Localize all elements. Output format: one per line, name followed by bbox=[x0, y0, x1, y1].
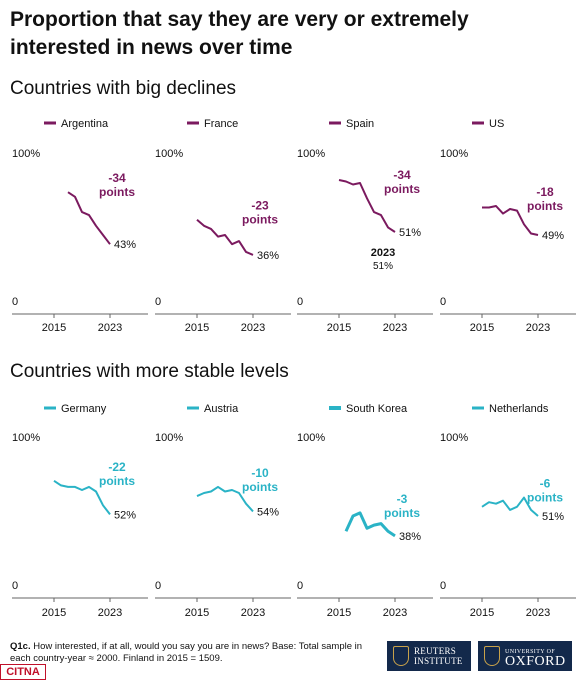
legend-label-austria: Austria bbox=[204, 403, 239, 415]
change-points-austria: points bbox=[242, 480, 278, 494]
end-label-us: 49% bbox=[542, 230, 564, 242]
change-value-germany: -22 bbox=[108, 460, 126, 474]
series-line-us bbox=[482, 205, 539, 236]
oxford-logo-line1: UNIVERSITY OF bbox=[505, 649, 556, 655]
reuters-logo-line1: REUTERS bbox=[414, 646, 457, 656]
ytick-0-netherlands: 0 bbox=[440, 580, 446, 592]
xtick-2023-france: 2023 bbox=[241, 322, 265, 334]
reuters-logo-line2: INSTITUTE bbox=[414, 656, 463, 666]
change-value-france: -23 bbox=[251, 199, 269, 213]
change-value-us: -18 bbox=[536, 185, 554, 199]
change-points-argentina: points bbox=[99, 185, 135, 199]
ytick-0-argentina: 0 bbox=[12, 296, 18, 308]
xtick-2023-germany: 2023 bbox=[98, 607, 122, 619]
university-of-oxford-logo: UNIVERSITY OF OXFORD bbox=[478, 641, 572, 671]
legend-label-us: US bbox=[489, 118, 504, 130]
xtick-2023-argentina: 2023 bbox=[98, 322, 122, 334]
xtick-2015-germany: 2015 bbox=[42, 607, 66, 619]
xtick-2015-netherlands: 2015 bbox=[470, 607, 494, 619]
chart-title: Proportion that say they are very or ext… bbox=[10, 8, 469, 59]
ytick-0-spain: 0 bbox=[297, 296, 303, 308]
callout-year-spain: 2023 bbox=[371, 247, 395, 259]
xtick-2015-us: 2015 bbox=[470, 322, 494, 334]
ytick-100-netherlands: 100% bbox=[440, 432, 468, 444]
end-label-argentina: 43% bbox=[114, 239, 136, 251]
legend-label-south-korea: South Korea bbox=[346, 403, 408, 415]
xtick-2023-spain: 2023 bbox=[383, 322, 407, 334]
xtick-2015-austria: 2015 bbox=[185, 607, 209, 619]
change-points-spain: points bbox=[384, 182, 420, 196]
ytick-0-south-korea: 0 bbox=[297, 580, 303, 592]
end-label-netherlands: 51% bbox=[542, 511, 564, 523]
series-line-spain bbox=[338, 179, 396, 233]
series-line-france bbox=[196, 218, 254, 256]
ytick-0-france: 0 bbox=[155, 296, 161, 308]
oxford-crest-icon bbox=[484, 646, 500, 666]
change-points-south-korea: points bbox=[384, 506, 420, 520]
legend-label-france: France bbox=[204, 118, 238, 130]
ytick-100-us: 100% bbox=[440, 148, 468, 160]
change-points-france: points bbox=[242, 213, 278, 227]
change-value-south-korea: -3 bbox=[397, 492, 408, 506]
end-label-spain: 51% bbox=[399, 227, 421, 239]
reuters-crest-icon bbox=[393, 646, 409, 666]
change-value-argentina: -34 bbox=[108, 171, 126, 185]
ytick-100-argentina: 100% bbox=[12, 148, 40, 160]
series-line-netherlands bbox=[481, 496, 539, 517]
end-label-austria: 54% bbox=[257, 506, 279, 518]
xtick-2015-south-korea: 2015 bbox=[327, 607, 351, 619]
section-heading-declines: Countries with big declines bbox=[10, 78, 237, 99]
xtick-2023-us: 2023 bbox=[526, 322, 550, 334]
change-value-austria: -10 bbox=[251, 466, 269, 480]
end-label-france: 36% bbox=[257, 250, 279, 262]
legend-label-argentina: Argentina bbox=[61, 118, 109, 130]
end-label-germany: 52% bbox=[114, 509, 136, 521]
xtick-2015-argentina: 2015 bbox=[42, 322, 66, 334]
xtick-2023-netherlands: 2023 bbox=[526, 607, 550, 619]
ytick-0-germany: 0 bbox=[12, 580, 18, 592]
xtick-2023-austria: 2023 bbox=[241, 607, 265, 619]
legend-label-germany: Germany bbox=[61, 403, 107, 415]
footnote-label: Q1c. bbox=[10, 641, 31, 652]
section-heading-stable: Countries with more stable levels bbox=[10, 361, 289, 382]
change-value-spain: -34 bbox=[393, 168, 411, 182]
ytick-100-france: 100% bbox=[155, 148, 183, 160]
ytick-0-us: 0 bbox=[440, 296, 446, 308]
citna-watermark: CITNA bbox=[0, 664, 46, 680]
callout-value-spain: 51% bbox=[373, 261, 393, 272]
series-line-south-korea bbox=[344, 511, 396, 538]
series-line-argentina bbox=[67, 191, 111, 245]
reuters-institute-logo: REUTERS INSTITUTE bbox=[387, 641, 471, 671]
change-value-netherlands: -6 bbox=[540, 477, 551, 491]
series-line-austria bbox=[196, 485, 254, 513]
end-label-south-korea: 38% bbox=[399, 531, 421, 543]
ytick-0-austria: 0 bbox=[155, 580, 161, 592]
ytick-100-austria: 100% bbox=[155, 432, 183, 444]
legend-label-spain: Spain bbox=[346, 118, 374, 130]
series-line-germany bbox=[53, 479, 111, 516]
change-points-germany: points bbox=[99, 474, 135, 488]
change-points-netherlands: points bbox=[527, 491, 563, 505]
footnote-text: How interested, if at all, would you say… bbox=[10, 641, 363, 664]
footnote: Q1c. How interested, if at all, would yo… bbox=[10, 641, 380, 665]
xtick-2015-france: 2015 bbox=[185, 322, 209, 334]
xtick-2015-spain: 2015 bbox=[327, 322, 351, 334]
ytick-100-south-korea: 100% bbox=[297, 432, 325, 444]
ytick-100-germany: 100% bbox=[12, 432, 40, 444]
change-points-us: points bbox=[527, 199, 563, 213]
ytick-100-spain: 100% bbox=[297, 148, 325, 160]
xtick-2023-south-korea: 2023 bbox=[383, 607, 407, 619]
legend-label-netherlands: Netherlands bbox=[489, 403, 549, 415]
oxford-logo-line2: OXFORD bbox=[505, 654, 566, 669]
